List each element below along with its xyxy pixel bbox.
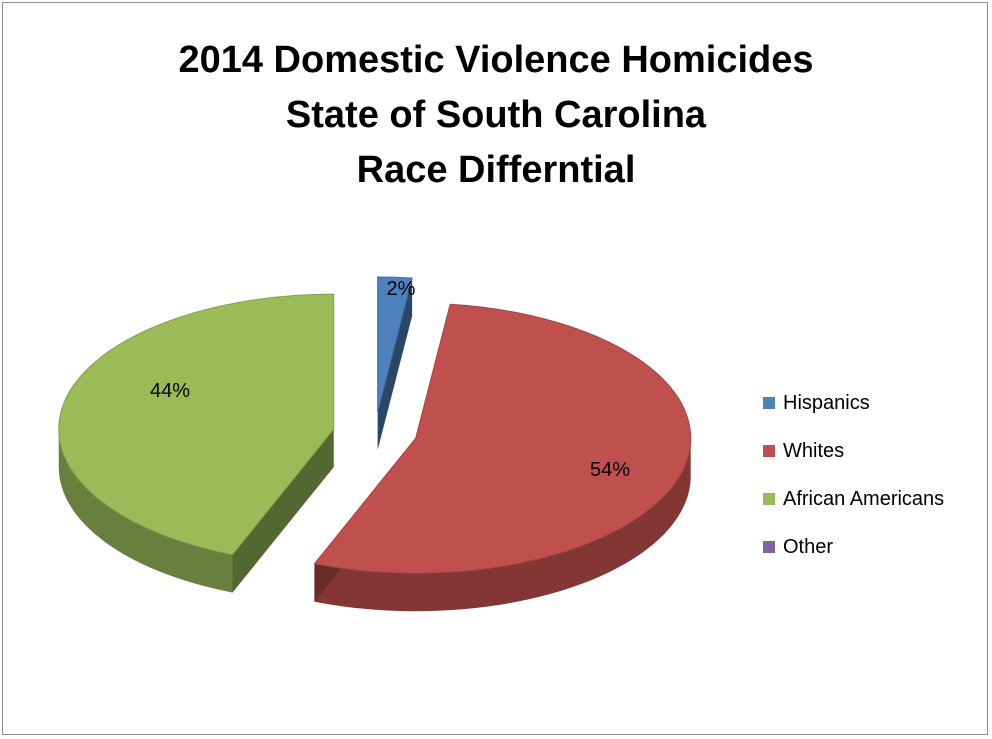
data-label-whites: 54% [590,459,630,481]
legend-item-other: Other [763,535,833,559]
legend-label-other: Other [783,535,834,558]
pie-tops [58,276,692,574]
slice-african-americans [58,293,335,556]
chart-title-line-2: State of South Carolina [285,94,707,136]
legend-item-whites: Whites [763,439,844,463]
chart-title-line-1: 2014 Domestic Violence Homicides [178,39,814,81]
slice-hispanics [377,276,413,413]
pie-chart: 2% 54% 44% [58,276,692,612]
legend-item-hispanics: Hispanics [763,391,870,415]
slice-side-whites [314,438,691,612]
legend-swatch-hispanics [763,397,775,409]
slice-cut-face-hispanics-1 [377,278,413,451]
legend-label-whites: Whites [783,439,845,462]
chart-title: 2014 Domestic Violence Homicides State o… [3,33,989,198]
chart-title-line-3: Race Differntial [356,149,636,191]
legend-swatch-whites [763,445,775,457]
data-label-hispanics: 2% [387,278,416,300]
slice-whites [313,303,692,574]
legend-label-african-americans: African Americans [783,487,945,510]
data-label-african-americans: 44% [150,380,190,402]
legend-swatch-african-americans [763,493,775,505]
legend-item-african-americans: African Americans [763,487,944,511]
legend-swatch-other [763,541,775,553]
slice-side-african-americans [58,429,233,593]
legend-label-hispanics: Hispanics [783,391,870,414]
slice-cut-face-african-americans-0 [232,429,334,593]
